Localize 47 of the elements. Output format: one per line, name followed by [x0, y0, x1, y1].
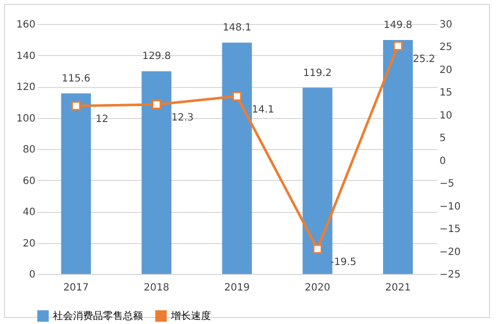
- y-tick-label: 140: [16, 50, 36, 62]
- y2-tick-label: 5: [440, 133, 446, 144]
- y2-tick-label: −20: [440, 246, 461, 258]
- bar: [383, 40, 413, 274]
- y-tick-label: 60: [22, 176, 36, 187]
- y2-tick-label: −15: [440, 224, 461, 236]
- bar: [61, 93, 91, 274]
- y-tick-label: 0: [29, 270, 36, 280]
- y-tick-label: 20: [22, 238, 36, 250]
- y2-tick-label: 0: [440, 156, 446, 167]
- y2-tick-label: 20: [440, 64, 452, 76]
- bar: [302, 88, 332, 274]
- y2-tick-label: −5: [440, 178, 454, 190]
- data-label: 25.2: [412, 54, 436, 65]
- x-tick-label: 2017: [63, 282, 89, 294]
- x-tick-label: 2018: [144, 282, 170, 294]
- data-label: 119.2: [303, 68, 332, 79]
- y-tick-label: 160: [16, 20, 36, 30]
- y-tick-label: 80: [22, 144, 36, 156]
- data-label: 115.6: [62, 73, 90, 84]
- y-tick-label: 120: [16, 82, 36, 93]
- data-label: 12: [96, 114, 108, 125]
- y2-tick-label: 15: [440, 88, 452, 99]
- point: [312, 244, 322, 254]
- data-label: 149.8: [384, 20, 412, 31]
- data-label: 148.1: [222, 22, 252, 34]
- legend-label: 社会消费品零售总额: [53, 310, 143, 322]
- data-label: 14.1: [252, 104, 274, 116]
- y-tick-label: 100: [16, 113, 36, 124]
- y2-tick-label: 30: [440, 20, 452, 30]
- x-tick-label: 2019: [224, 282, 250, 294]
- legend-label: 增长速度: [170, 310, 211, 322]
- data-label: 129.8: [142, 51, 171, 62]
- point: [71, 101, 81, 110]
- y2-tick-label: 25: [440, 42, 452, 54]
- y2-tick-label: −10: [440, 201, 461, 212]
- bar: [142, 71, 172, 274]
- x-tick-label: 2021: [385, 282, 411, 294]
- y-tick-label: 40: [22, 207, 36, 218]
- point: [393, 41, 403, 50]
- bar: [222, 42, 252, 274]
- point: [232, 92, 242, 101]
- y2-tick-label: −25: [440, 270, 461, 280]
- data-label: 12.3: [171, 112, 194, 124]
- y2-tick-label: 10: [440, 110, 452, 122]
- point: [152, 100, 162, 110]
- x-tick-label: 2020: [304, 282, 330, 294]
